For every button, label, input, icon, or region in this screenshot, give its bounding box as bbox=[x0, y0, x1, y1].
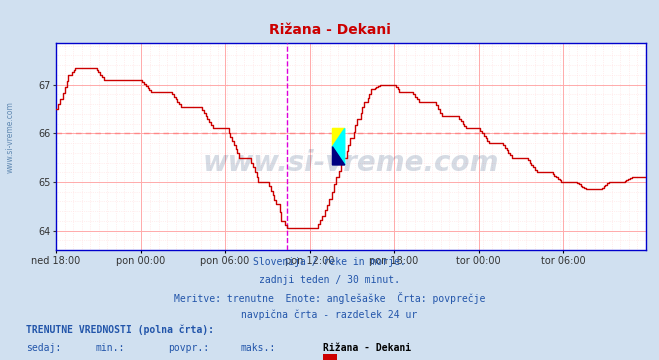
Polygon shape bbox=[332, 129, 345, 165]
Text: Meritve: trenutne  Enote: anglešaške  Črta: povprečje: Meritve: trenutne Enote: anglešaške Črta… bbox=[174, 292, 485, 304]
Text: www.si-vreme.com: www.si-vreme.com bbox=[203, 149, 499, 177]
Text: TRENUTNE VREDNOSTI (polna črta):: TRENUTNE VREDNOSTI (polna črta): bbox=[26, 325, 214, 335]
Text: zadnji teden / 30 minut.: zadnji teden / 30 minut. bbox=[259, 275, 400, 285]
Text: maks.:: maks.: bbox=[241, 343, 275, 354]
Text: www.si-vreme.com: www.si-vreme.com bbox=[5, 101, 14, 173]
Text: sedaj:: sedaj: bbox=[26, 343, 61, 354]
Text: navpična črta - razdelek 24 ur: navpična črta - razdelek 24 ur bbox=[241, 309, 418, 320]
Text: povpr.:: povpr.: bbox=[168, 343, 209, 354]
Text: min.:: min.: bbox=[96, 343, 125, 354]
Polygon shape bbox=[332, 147, 345, 165]
Text: Rižana - Dekani: Rižana - Dekani bbox=[323, 343, 411, 354]
Text: Rižana - Dekani: Rižana - Dekani bbox=[269, 23, 390, 37]
Polygon shape bbox=[332, 129, 345, 147]
Text: Slovenija / reke in morje.: Slovenija / reke in morje. bbox=[253, 257, 406, 267]
